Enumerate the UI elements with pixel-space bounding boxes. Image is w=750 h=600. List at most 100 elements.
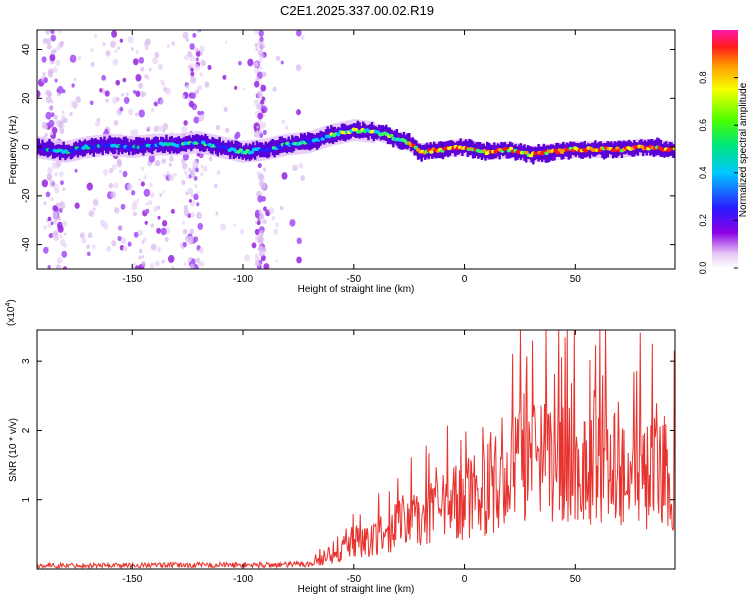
heatmap-ridge-core (278, 145, 283, 149)
heatmap-ridge-band (154, 136, 158, 150)
heatmap-noise-cell (43, 224, 47, 230)
heatmap-ridge-band (486, 141, 489, 159)
heatmap-noise-cell (300, 35, 305, 41)
heatmap-noise-cell (101, 74, 106, 81)
heatmap-ridge-core (429, 150, 434, 154)
heatmap-noise-cell (48, 105, 54, 112)
heatmap-noise-cell (242, 87, 246, 91)
heatmap-ridge-band (326, 126, 329, 143)
heatmap-noise-cell (62, 187, 66, 191)
heatmap-noise-cell (149, 192, 155, 198)
heatmap-noise-cell (47, 216, 52, 222)
heatmap-noise-cell (88, 210, 95, 218)
heatmap-noise-cell (199, 72, 204, 77)
heatmap-noise-cell (138, 109, 145, 118)
snr-frame (36, 329, 676, 570)
heatmap-noise-cell (52, 205, 58, 212)
heatmap-ridge-core (389, 133, 394, 138)
heatmap-noise-cell (140, 166, 145, 171)
heatmap-noise-cell (74, 168, 78, 173)
heatmap-noise-cell (196, 211, 203, 220)
heatmap-ridge-band (408, 132, 411, 148)
heatmap-noise-cell (157, 215, 161, 220)
heatmap-noise-cell (149, 262, 155, 269)
heatmap-noise-cell (104, 90, 110, 97)
heatmap-noise-cell (161, 158, 166, 164)
heatmap-noise-cell (181, 220, 186, 225)
heatmap-noise-cell (57, 225, 64, 233)
heatmap-noise-cell (185, 191, 189, 196)
heatmap-noise-cell (253, 99, 260, 106)
heatmap-noise-cell (135, 90, 141, 97)
heatmap-noise-cell (168, 173, 175, 182)
heatmap-y-tick-label: 20 (21, 92, 32, 104)
snr-x-tick-label: -150 (122, 574, 142, 585)
heatmap-ridge-band (567, 143, 570, 160)
heatmap-noise-cell (159, 193, 163, 197)
heatmap-noise-cell (71, 83, 75, 88)
heatmap-noise-cell (155, 159, 161, 167)
heatmap-noise-cell (41, 56, 47, 63)
heatmap-noise-cell (91, 244, 96, 250)
heatmap-ridge-band (144, 139, 147, 153)
heatmap-noise-cell (144, 220, 148, 225)
heatmap-noise-cell (215, 124, 221, 131)
heatmap-noise-cell (204, 81, 210, 88)
heatmap-ridge-core (584, 148, 589, 153)
heatmap-noise-cell (135, 73, 142, 82)
heatmap-noise-cell (148, 199, 153, 206)
heatmap-noise-cell (261, 108, 265, 114)
heatmap-noise-cell (275, 55, 281, 62)
heatmap-noise-cell (56, 257, 63, 264)
heatmap-noise-cell (292, 164, 298, 172)
heatmap-noise-cell (257, 195, 264, 203)
heatmap-noise-cell (234, 85, 238, 90)
heatmap-noise-cell (87, 251, 91, 257)
heatmap-noise-cell (45, 111, 52, 120)
heatmap-noise-cell (55, 115, 58, 119)
heatmap-noise-cell (200, 59, 206, 67)
heatmap-noise-cell (162, 123, 169, 130)
heatmap-noise-cell (63, 232, 67, 236)
heatmap-noise-cell (87, 232, 93, 239)
heatmap-noise-cell (208, 156, 213, 162)
heatmap-noise-cell (254, 42, 259, 48)
heatmap-noise-cell (62, 266, 68, 269)
heatmap-noise-cell (105, 98, 109, 103)
heatmap-ridge-band (604, 142, 608, 159)
heatmap-noise-cell (224, 40, 228, 44)
heatmap-noise-cell (153, 125, 159, 133)
heatmap-noise-cell (257, 247, 261, 251)
heatmap-noise-cell (131, 47, 134, 51)
heatmap-noise-cell (57, 86, 64, 94)
heatmap-noise-cell (150, 107, 155, 113)
heatmap-noise-cell (200, 164, 204, 168)
heatmap-ridge-band (597, 141, 601, 154)
heatmap-noise-cell (234, 133, 239, 140)
heatmap-ridge-core (141, 145, 146, 150)
heatmap-noise-cell (187, 187, 194, 195)
heatmap-noise-cell (149, 182, 153, 188)
colorbar-tick-label: 0.6 (698, 119, 708, 132)
figure-title: C2E1.2025.337.00.02.R19 (280, 3, 434, 18)
heatmap-noise-cell (254, 67, 259, 74)
heatmap-ridge-core (307, 141, 312, 146)
heatmap-noise-cell (150, 243, 157, 251)
heatmap-noise-cell (268, 207, 275, 215)
heatmap-noise-cell (50, 221, 54, 226)
heatmap-ridge-band (464, 139, 468, 152)
heatmap-noise-cell (161, 219, 168, 227)
heatmap-noise-cell (73, 77, 77, 82)
heatmap-noise-cell (145, 202, 149, 206)
heatmap-y-tick-label: -20 (21, 188, 32, 203)
heatmap-ridge-band (122, 136, 126, 153)
heatmap-noise-cell (136, 198, 140, 203)
heatmap-noise-cell (143, 188, 151, 197)
heatmap-noise-cell (300, 175, 306, 182)
heatmap-noise-cell (47, 222, 52, 228)
heatmap-noise-cell (119, 170, 122, 174)
heatmap-noise-cell (157, 125, 163, 132)
heatmap-noise-cell (258, 130, 262, 135)
heatmap-noise-cell (190, 92, 196, 100)
